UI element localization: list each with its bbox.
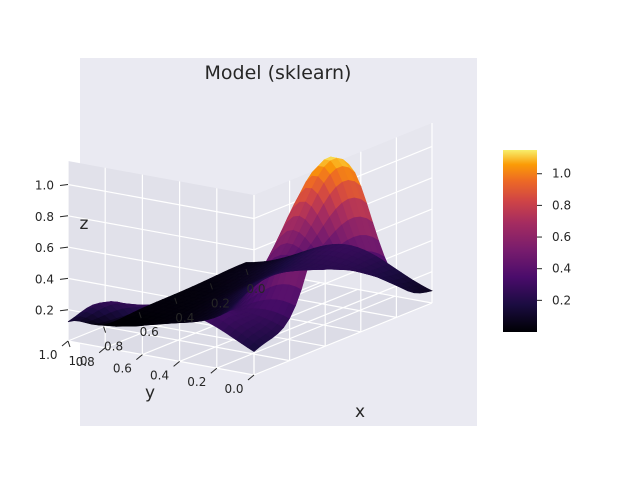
y-tick-label: 0.2 — [187, 375, 206, 389]
z-tick-label: 0.6 — [35, 241, 54, 255]
y-tick — [210, 367, 218, 374]
x-tick — [103, 326, 107, 333]
chart-title: Model (sklearn) — [205, 62, 352, 84]
grid-line — [253, 302, 433, 376]
colorbar — [503, 150, 537, 332]
x-tick — [245, 268, 249, 276]
y-axis-label: y — [145, 383, 155, 403]
x-tick — [174, 297, 178, 304]
z-axis-label: z — [80, 214, 89, 234]
grid-line — [67, 215, 255, 251]
colorbar-tick-label: 1.0 — [552, 167, 571, 181]
x-tick — [138, 312, 142, 319]
y-tick — [247, 374, 255, 381]
grid-line — [216, 295, 396, 369]
y-tick-label: 0.6 — [113, 362, 132, 376]
y-tick — [98, 347, 106, 354]
x-tick — [67, 340, 71, 348]
tick-layer: 0.20.40.60.81.00.00.20.40.60.81.0 1.00.80… — [35, 178, 266, 396]
grid-line — [103, 326, 290, 362]
z-tick — [59, 215, 69, 218]
x-tick — [209, 283, 213, 290]
x-tick-label: 0.2 — [211, 296, 230, 310]
y-tick-label: 0.0 — [224, 382, 243, 396]
y-tick — [61, 340, 69, 347]
z-tick-label: 1.0 — [35, 178, 54, 192]
y-tick — [173, 361, 180, 367]
z-tick — [59, 183, 69, 186]
y-tick-label: 0.8 — [76, 355, 95, 369]
grid-line — [67, 183, 255, 220]
z-tick-label: 0.4 — [35, 272, 54, 286]
z-tick — [59, 277, 69, 280]
grid-line — [67, 340, 255, 376]
colorbar-ticks: 0.2 0.4 0.6 0.8 1.0 — [537, 167, 571, 307]
x-tick-label: 0.6 — [140, 325, 159, 339]
z-tick-label: 0.2 — [35, 304, 54, 318]
colorbar-tick-label: 0.2 — [552, 293, 571, 307]
x-tick-label: 0.4 — [175, 311, 194, 325]
y-tick-label: 0.4 — [150, 368, 169, 382]
x-axis-label: x — [355, 402, 365, 422]
z-tick-label: 0.8 — [35, 210, 54, 224]
surface-patch — [239, 262, 253, 266]
colorbar-tick-label: 0.6 — [552, 230, 571, 244]
colorbar-tick-label: 0.4 — [552, 262, 571, 276]
z-tick — [59, 309, 69, 312]
y-tick-label: 1.0 — [38, 348, 57, 362]
z-tick — [59, 246, 69, 249]
colorbar-tick-label: 0.8 — [552, 198, 571, 212]
x-tick-label: 1.0 — [68, 354, 87, 368]
y-tick — [136, 354, 143, 360]
x-tick-label: 0.8 — [104, 340, 123, 354]
surface-plot — [67, 156, 433, 353]
x-tick-label: 0.0 — [246, 282, 265, 296]
